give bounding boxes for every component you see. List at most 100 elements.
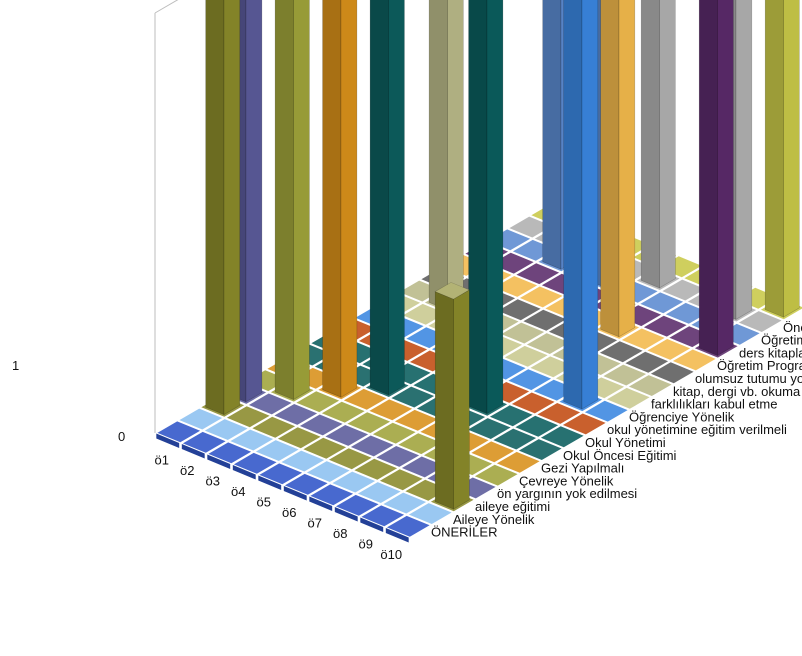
series-tick-label: Çevreye Yönelik (519, 473, 614, 488)
floor-tile (347, 412, 391, 434)
floor-tile (306, 461, 350, 482)
floor-edge (385, 528, 409, 543)
series-tick-label: olumsuz tutumu yok etme (695, 371, 802, 386)
floor-tile (584, 400, 628, 422)
floor-edge (181, 444, 205, 459)
floor-tile (361, 505, 405, 527)
floor-edge (156, 433, 180, 448)
floor-tile (230, 429, 274, 451)
floor-tile (643, 315, 687, 337)
bar-front (274, 0, 294, 400)
floor-tile (325, 425, 369, 446)
bar-front (468, 0, 488, 415)
floor-tile (398, 433, 442, 455)
series-tick-label: ÖNERİLER (431, 525, 497, 540)
bar (428, 0, 464, 311)
floor-tile (523, 309, 567, 331)
floor-tile (255, 440, 299, 461)
floor-tile (489, 405, 533, 427)
bar-front (322, 0, 342, 398)
floor-tile (640, 292, 684, 314)
floor-tile (511, 392, 555, 414)
bar (369, 0, 405, 396)
bar-front (428, 0, 448, 311)
floor-tile (650, 362, 694, 384)
floor-tile (599, 341, 643, 363)
floor-tile (248, 393, 292, 415)
z-tick-label: 0 (118, 429, 125, 444)
floor-tile (179, 408, 223, 430)
x-tick-label: ö3 (206, 473, 220, 488)
floor-tile (540, 426, 584, 448)
floor-tile (401, 456, 445, 478)
series-tick-label: Öğrenciye Yönelik (629, 409, 735, 424)
floor-tile (208, 442, 252, 464)
floor-tile (494, 276, 538, 297)
bar-side (618, 0, 636, 338)
bar-side (447, 0, 464, 311)
bar (205, 0, 241, 416)
bar-front (764, 0, 784, 318)
floor-tile (182, 431, 226, 453)
bar-front (434, 291, 454, 510)
bar-front (542, 0, 562, 270)
bar (563, 0, 599, 410)
bar (640, 0, 676, 289)
floor-tile (303, 437, 347, 459)
series-tick-label: Öğretim programı düzenlenmeli (761, 333, 802, 348)
z-tick-label: 1 (12, 358, 19, 373)
x-tick-label: ö4 (231, 484, 245, 499)
floor-edge (232, 465, 256, 480)
floor-tile (296, 391, 340, 413)
floor-tile (369, 399, 413, 421)
bar-side (245, 0, 263, 403)
floor-tile (204, 419, 248, 440)
floor-tile (501, 322, 545, 344)
bar-side (783, 0, 800, 318)
floor-tile (625, 351, 669, 373)
floor-tile (157, 421, 201, 443)
floor-tile (509, 216, 553, 238)
floor-tile (310, 484, 354, 506)
bar-front (698, 0, 718, 356)
floor-tile (299, 414, 343, 436)
floor-tile (537, 403, 581, 424)
bar-side (223, 0, 241, 416)
bar-front (369, 0, 389, 396)
bar-front (600, 0, 620, 338)
chart-bars (205, 0, 800, 510)
floor-tile (379, 469, 423, 491)
floor-tile (321, 401, 365, 423)
bar-side (486, 0, 504, 415)
floor-tile (383, 492, 427, 514)
x-tick-label: ö5 (257, 494, 271, 509)
floor-tile (284, 473, 328, 495)
floor-edge (309, 496, 333, 511)
floor-tile (372, 422, 416, 444)
series-tick-label: Gezi Yapılmalı (541, 461, 624, 476)
floor-tile (504, 345, 548, 367)
bar (322, 0, 358, 398)
bar-side (735, 0, 753, 320)
floor-tile (391, 386, 435, 408)
x-tick-label: ö1 (155, 452, 169, 467)
bar-side (293, 0, 310, 401)
floor-edge (258, 475, 282, 490)
series-tick-label: farklılıkları kabul etme (651, 397, 777, 412)
floor-tile (386, 515, 430, 537)
floor-tile (662, 279, 706, 301)
x-tick-label: ö10 (380, 547, 402, 562)
floor-tile (647, 339, 691, 360)
series-tick-label: Aileye Yönelik (453, 512, 535, 527)
floor-tile (332, 471, 376, 493)
bar-front (205, 0, 225, 416)
floor-edge (360, 517, 384, 532)
floor-tile (408, 503, 452, 524)
x-tick-label: ö7 (308, 515, 322, 530)
floor-tile (354, 458, 398, 480)
floor-tile (508, 369, 552, 391)
x-tick-label: ö8 (333, 526, 347, 541)
bar-front (640, 0, 660, 289)
bar (274, 0, 310, 401)
